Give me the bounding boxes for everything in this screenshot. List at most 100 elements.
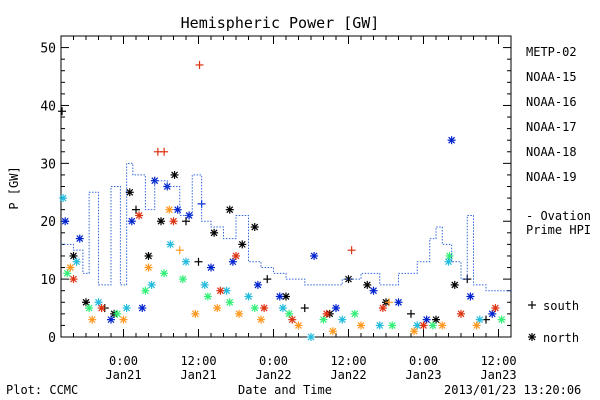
data-point-noaa-17 (445, 251, 454, 260)
x-tick-time-label: 0:00 (409, 354, 438, 368)
data-point-noaa-18 (328, 327, 337, 336)
data-point-metp-02 (432, 315, 440, 324)
marker-stroke (135, 212, 143, 219)
marker-stroke (345, 275, 352, 283)
marker-stroke (157, 217, 165, 225)
marker-stroke (257, 316, 265, 324)
data-point-noaa-19 (322, 309, 331, 318)
x-tick-date-label: Jan22 (255, 368, 291, 382)
data-point-noaa-19 (260, 304, 269, 313)
y-tick-label: 50 (40, 42, 56, 57)
marker-stroke (59, 194, 67, 202)
data-point-noaa-15 (107, 315, 115, 324)
data-point-noaa-18 (294, 321, 303, 330)
marker-stroke (85, 304, 93, 312)
marker-stroke (170, 217, 177, 225)
data-point-noaa-18 (88, 315, 97, 324)
legend-label-ovation-prime-hpi: Prime HPI (526, 223, 591, 237)
x-tick-time-label: 0:00 (259, 354, 288, 368)
marker-stroke (107, 316, 115, 324)
x-tick-date-label: Jan22 (330, 368, 366, 382)
data-point-noaa-16 (182, 257, 190, 266)
marker-stroke (357, 321, 365, 329)
marker-stroke (448, 136, 456, 144)
marker-stroke (376, 321, 384, 329)
marker-stroke (498, 316, 506, 324)
data-point-noaa-15 (173, 205, 182, 214)
data-point-noaa-15 (253, 280, 262, 289)
marker-stroke (420, 321, 427, 329)
data-point-noaa-19 (491, 304, 500, 313)
marker-stroke (323, 310, 331, 318)
marker-stroke (423, 316, 431, 324)
marker-stroke (429, 321, 437, 329)
data-point-noaa-15 (488, 309, 497, 318)
marker-stroke (223, 287, 231, 295)
legend-north-marker (528, 333, 536, 341)
marker-stroke (113, 310, 121, 318)
data-point-metp-02 (363, 280, 372, 289)
data-point-noaa-17 (225, 298, 234, 307)
marker-stroke (160, 269, 168, 277)
x-tick-time-label: 12:00 (180, 354, 216, 368)
data-point-noaa-16 (338, 315, 347, 324)
marker-stroke (165, 206, 173, 214)
data-point-noaa-18 (119, 315, 128, 324)
marker-stroke (191, 310, 199, 318)
marker-stroke (138, 304, 146, 312)
chart-title: Hemispheric Power [GW] (181, 14, 380, 32)
data-point-metp-02 (450, 280, 459, 289)
data-point-noaa-18 (213, 304, 222, 313)
data-point-noaa-17 (85, 304, 94, 313)
data-point-noaa-17 (388, 321, 397, 330)
data-point-noaa-18 (410, 327, 419, 336)
data-point-noaa-18 (191, 309, 200, 318)
marker-stroke (126, 188, 134, 196)
data-point-noaa-19 (135, 211, 144, 220)
marker-stroke (260, 304, 268, 312)
data-point-noaa-15 (447, 136, 456, 145)
marker-stroke (141, 287, 149, 295)
marker-stroke (395, 298, 402, 306)
marker-stroke (120, 316, 127, 324)
y-tick-label: 0 (48, 331, 56, 346)
data-point-noaa-15 (422, 315, 431, 324)
marker-stroke (288, 316, 296, 324)
marker-stroke (179, 275, 187, 283)
data-point-noaa-16 (475, 315, 484, 324)
data-point-noaa-19 (232, 251, 240, 260)
marker-stroke (145, 264, 152, 271)
marker-stroke (226, 206, 234, 214)
x-tick-time-label: 0:00 (109, 354, 138, 368)
data-point-noaa-19 (216, 286, 225, 295)
data-point-noaa-19 (195, 60, 204, 69)
data-point-noaa-18 (235, 309, 244, 318)
marker-stroke (70, 275, 77, 283)
data-point-metp-02 (132, 205, 140, 214)
marker-stroke (66, 264, 74, 271)
y-axis-label: P [GW] (7, 166, 21, 209)
data-point-metp-02 (250, 223, 259, 232)
data-point-noaa-18 (472, 321, 481, 330)
data-point-noaa-15 (127, 217, 136, 226)
marker-stroke (148, 281, 156, 289)
data-point-metp-02 (238, 240, 247, 249)
y-tick-label: 20 (40, 215, 56, 230)
x-tick-date-label: Jan23 (480, 368, 516, 382)
data-point-noaa-15 (310, 251, 319, 260)
marker-stroke (466, 293, 474, 300)
marker-stroke (232, 252, 240, 260)
data-point-noaa-17 (178, 275, 187, 284)
data-point-metp-02 (210, 228, 219, 237)
data-point-noaa-18 (175, 246, 184, 255)
data-point-noaa-18 (357, 321, 365, 330)
marker-stroke (171, 171, 178, 179)
data-point-metp-02 (125, 188, 134, 197)
marker-stroke (438, 321, 446, 329)
data-point-metp-02 (463, 275, 472, 284)
marker-stroke (491, 304, 499, 312)
data-point-noaa-15 (275, 292, 284, 301)
marker-stroke (238, 240, 246, 248)
marker-stroke (70, 252, 77, 260)
data-point-noaa-16 (375, 321, 384, 330)
